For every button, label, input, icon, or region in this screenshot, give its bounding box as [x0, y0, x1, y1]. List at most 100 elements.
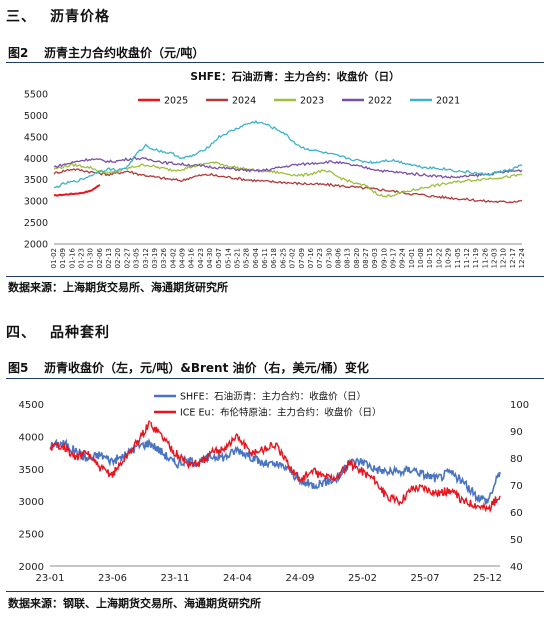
y-tick-label: 2000: [24, 240, 48, 251]
x-tick-label: 24-04: [223, 573, 252, 584]
x-tick-label: 05-07: [215, 248, 223, 268]
x-tick-label: 09-24: [399, 247, 407, 268]
y-tick-label: 5500: [24, 90, 48, 101]
section-number: 三、: [6, 9, 36, 25]
x-tick-label: 09-10: [380, 248, 388, 268]
figure-2-source: 数据来源：上海期货交易所、海通期货研究所: [8, 281, 228, 294]
x-tick-label: 23-06: [98, 573, 127, 584]
x-tick-label: 12-17: [509, 248, 517, 268]
x-tick-label: 06-04: [252, 247, 260, 268]
legend-label: 2022: [368, 96, 392, 107]
x-tick-label: 10-15: [426, 248, 434, 268]
x-tick-label: 23-11: [160, 573, 189, 584]
y-left-tick-label: 2500: [19, 530, 44, 541]
chart-title: SHFE：石油沥青：主力合约：收盘价（日）: [190, 70, 399, 83]
x-tick-label: 08-06: [334, 247, 342, 268]
y-right-tick-label: 60: [510, 508, 523, 519]
x-tick-label: 05-28: [243, 248, 251, 268]
y-tick-label: 3500: [24, 175, 48, 186]
x-tick-label: 25-02: [348, 573, 377, 584]
legend-item-2023: 2023: [274, 96, 324, 107]
x-tick-label: 02-13: [105, 248, 113, 268]
section-3-heading: 三、 沥青价格: [6, 6, 110, 26]
y-tick-label: 4000: [24, 154, 48, 165]
y-left-tick-label: 2000: [19, 562, 44, 573]
series-line-brent: [49, 420, 501, 514]
x-tick-label: 04-16: [188, 247, 196, 268]
y-left-tick-label: 3500: [19, 465, 44, 476]
x-tick-label: 10-01: [408, 248, 416, 268]
x-tick-label: 03-12: [142, 248, 150, 268]
legend-item-2025: 2025: [138, 96, 188, 107]
figure-2-top-rule: [6, 62, 544, 63]
x-tick-label: 04-09: [178, 248, 186, 268]
series-line-2021: [54, 120, 523, 189]
figure-2-title: 图2 沥青主力合约收盘价（元/吨）: [8, 44, 204, 61]
x-tick-label: 09-17: [390, 248, 398, 268]
x-tick-label: 10-29: [445, 248, 453, 268]
figure-5-top-rule: [6, 378, 544, 379]
legend-item-2022: 2022: [342, 96, 392, 107]
x-tick-label: 11-26: [481, 247, 489, 268]
x-tick-label: 01-02: [50, 248, 58, 268]
x-tick-label: 07-16: [307, 247, 315, 268]
x-tick-label: 08-27: [362, 248, 370, 268]
x-tick-label: 02-06: [96, 247, 104, 268]
figure-caption: 沥青主力合约收盘价（元/吨）: [44, 46, 205, 60]
legend-label: 2021: [436, 96, 460, 107]
x-tick-label: 05-14: [224, 247, 232, 268]
y-right-tick-label: 50: [510, 535, 523, 546]
legend-item-2024: 2024: [206, 96, 256, 107]
x-tick-label: 02-27: [123, 248, 131, 268]
legend-label: 2025: [164, 96, 188, 107]
figure-5-title: 图5 沥青收盘价（左，元/吨）&Brent 油价（右，美元/桶）变化: [8, 359, 369, 376]
x-tick-label: 10-08: [417, 248, 425, 268]
x-tick-label: 03-05: [133, 248, 141, 268]
x-tick-label: 24-09: [285, 573, 314, 584]
series-line-2024: [53, 168, 523, 204]
y-right-tick-label: 70: [510, 481, 523, 492]
figure-2-bottom-rule: [6, 276, 544, 277]
x-tick-label: 02-20: [114, 248, 122, 268]
legend-item-2021: 2021: [410, 96, 460, 107]
figure-5-source: 数据来源：钢联、上海期货交易所、海通期货研究所: [8, 597, 261, 610]
series-line-2023: [53, 161, 523, 198]
section-title: 沥青价格: [50, 9, 110, 25]
legend-label: ICE Eu：布伦特原油：主力合约：收盘价（日）: [180, 407, 381, 419]
legend-background: [150, 388, 382, 422]
y-left-tick-label: 3000: [19, 497, 44, 508]
x-tick-label: 03-19: [151, 248, 159, 268]
x-tick-label: 07-23: [316, 248, 324, 268]
x-tick-label: 04-02: [169, 248, 177, 268]
y-tick-label: 3000: [24, 197, 48, 208]
x-tick-label: 11-05: [454, 248, 462, 268]
x-tick-label: 11-12: [463, 248, 471, 268]
chart-asphalt-seasonal: SHFE：石油沥青：主力合约：收盘价（日） 2025 2024 2023 2022 202…: [24, 70, 526, 268]
x-tick-label: 01-30: [87, 248, 95, 268]
x-tick-label: 10-22: [435, 248, 443, 268]
figure-label: 图5: [8, 361, 29, 375]
x-tick-label: 07-30: [325, 248, 333, 268]
legend-label: SHFE：石油沥青：主力合约：收盘价（日）: [180, 391, 366, 403]
figure-5-bottom-rule: [6, 591, 544, 592]
section-title: 品种套利: [50, 325, 110, 341]
x-tick-label: 12-24: [518, 247, 526, 268]
x-tick-label: 07-02: [289, 248, 297, 268]
x-tick-label: 09-03: [371, 248, 379, 268]
x-tick-label: 03-26: [160, 247, 168, 268]
legend-label: 2024: [232, 96, 256, 107]
section-4-heading: 四、 品种套利: [6, 322, 110, 342]
x-tick-label: 06-18: [270, 248, 278, 268]
x-tick-label: 25-12: [473, 573, 502, 584]
x-tick-label: 01-16: [68, 247, 76, 268]
x-tick-label: 06-25: [279, 248, 287, 268]
section-number: 四、: [6, 325, 36, 341]
y-right-tick-label: 100: [510, 400, 529, 411]
x-tick-label: 04-23: [197, 248, 205, 268]
x-tick-label: 12-10: [500, 248, 508, 268]
figure-label: 图2: [8, 46, 29, 60]
y-tick-label: 5000: [24, 111, 48, 122]
legend-item: SHFE：石油沥青：主力合约：收盘价（日）: [154, 391, 366, 403]
x-tick-label: 05-21: [234, 248, 242, 268]
x-tick-label: 08-13: [344, 248, 352, 268]
